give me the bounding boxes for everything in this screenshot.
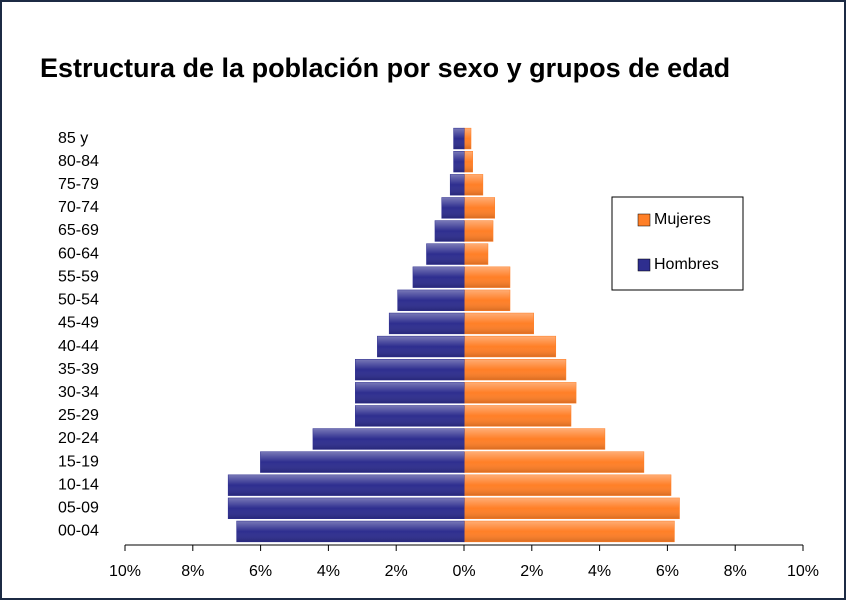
bar-shade [413, 267, 464, 288]
y-tick-label: 45-49 [58, 315, 99, 332]
bar-shade [228, 498, 464, 519]
bar-shade [435, 220, 464, 242]
bar-shade [377, 336, 464, 357]
legend-box [611, 196, 744, 291]
x-tick-label: 10% [109, 563, 141, 580]
y-tick-label: 70-74 [58, 199, 99, 216]
bar-shade [260, 451, 464, 473]
y-tick-label: 85 y [58, 130, 88, 147]
bar-shade [397, 290, 464, 311]
bar-shade [464, 220, 493, 242]
bar-shade [426, 243, 464, 265]
y-tick-label: 00-04 [58, 523, 99, 540]
bar-shade [313, 428, 464, 450]
y-tick-label: 80-84 [58, 153, 99, 170]
bar-shade [464, 174, 483, 195]
bar-shade [228, 475, 464, 496]
x-tick-label: 2% [520, 563, 543, 580]
y-tick-label: 20-24 [58, 430, 99, 447]
bar-shade [389, 313, 464, 334]
bar-shade [450, 174, 464, 195]
y-tick-label: 65-69 [58, 222, 99, 239]
bar-shade [453, 151, 464, 172]
bar-shade [236, 521, 464, 542]
y-tick-label: 40-44 [58, 338, 99, 355]
y-tick-label: 75-79 [58, 176, 99, 193]
y-tick-label: 50-54 [58, 292, 99, 309]
legend-swatch [637, 213, 651, 227]
legend-swatch [637, 258, 651, 272]
bar-shade [464, 498, 680, 519]
y-tick-label: 35-39 [58, 361, 99, 378]
bar-shade [464, 128, 471, 149]
y-tick-label: 30-34 [58, 384, 99, 401]
y-tick-label: 10-14 [58, 476, 99, 493]
y-tick-label: 60-64 [58, 245, 99, 262]
x-tick-label: 2% [385, 563, 408, 580]
bar-shade [355, 359, 464, 380]
bar-shade [464, 382, 576, 403]
bar-shade [464, 243, 488, 265]
bar-shade [464, 359, 566, 380]
bar-shade [464, 521, 675, 542]
legend-label: Hombres [654, 256, 719, 273]
bar-shade [464, 151, 473, 172]
chart-title: Estructura de la población por sexo y gr… [40, 53, 731, 83]
bar-shade [464, 313, 534, 334]
x-tick-label: 0% [452, 563, 475, 580]
bar-shade [464, 197, 495, 219]
y-tick-label: 05-09 [58, 500, 99, 517]
bar-shade [355, 405, 464, 427]
x-tick-label: 8% [181, 563, 204, 580]
x-tick-label: 10% [787, 563, 819, 580]
bar-shade [464, 451, 644, 473]
x-tick-label: 8% [724, 563, 747, 580]
x-tick-label: 4% [317, 563, 340, 580]
x-tick-label: 4% [588, 563, 611, 580]
y-tick-label: 55-59 [58, 268, 99, 285]
y-tick-label: 25-29 [58, 407, 99, 424]
bar-shade [464, 405, 571, 427]
bar-shade [464, 290, 510, 311]
y-tick-label: 15-19 [58, 453, 99, 470]
bar-shade [464, 336, 556, 357]
bar-shade [464, 428, 605, 450]
bar-shade [355, 382, 464, 403]
x-tick-label: 6% [249, 563, 272, 580]
bar-shade [464, 267, 510, 288]
bar-shade [453, 128, 464, 149]
legend-label: Mujeres [654, 211, 711, 228]
bar-shade [441, 197, 464, 219]
bar-shade [464, 475, 671, 496]
x-tick-label: 6% [656, 563, 679, 580]
